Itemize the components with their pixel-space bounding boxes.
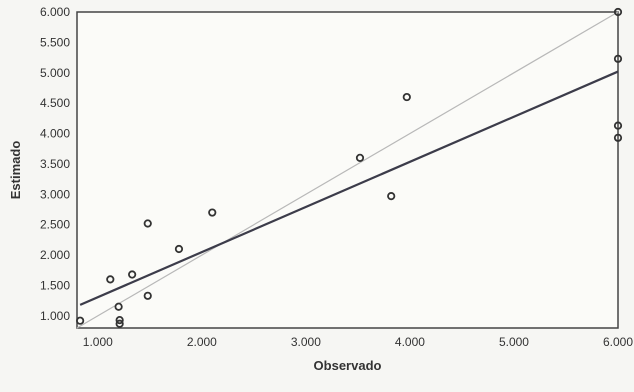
data-point	[115, 315, 124, 325]
data-point	[355, 153, 365, 162]
y-tick-label: 5.500	[40, 35, 70, 49]
x-tick-label: 1.000	[83, 335, 113, 349]
y-tick-label: 3.500	[40, 157, 70, 171]
data-point	[114, 302, 123, 311]
y-tick-label: 4.500	[40, 96, 70, 110]
fit-lines	[76, 11, 619, 329]
x-axis-title: Observado	[314, 358, 382, 373]
reference-line	[76, 11, 619, 329]
data-point	[613, 133, 623, 142]
data-point	[208, 208, 217, 217]
data-point	[143, 291, 152, 300]
data-point	[613, 121, 623, 130]
y-tick-label: 6.000	[40, 5, 70, 19]
data-point	[613, 54, 623, 63]
x-tick-label: 4.000	[395, 335, 425, 349]
x-tick-label: 6.000	[603, 335, 633, 349]
y-tick-label: 2.500	[40, 218, 70, 232]
y-tick-label: 1.500	[40, 278, 70, 292]
y-tick-label: 4.000	[40, 127, 70, 141]
data-points	[76, 7, 623, 328]
y-tick-label: 5.000	[40, 66, 70, 80]
data-point	[613, 7, 623, 17]
data-point	[128, 270, 137, 279]
x-tick-label: 2.000	[187, 335, 217, 349]
y-tick-label: 1.000	[40, 309, 70, 323]
data-point	[402, 92, 411, 102]
regression-line	[79, 70, 619, 306]
y-tick-label: 2.000	[40, 248, 70, 262]
x-axis-ticks: 1.000 2.000 3.000 4.000 5.000 6.000	[83, 335, 634, 349]
y-tick-label: 3.000	[40, 187, 70, 201]
plot-border	[76, 11, 619, 329]
y-axis-title: Estimado	[8, 141, 23, 200]
y-axis-ticks: 1.000 1.500 2.000 2.500 3.000 3.500 4.000 4.500…	[40, 5, 70, 323]
data-point	[387, 192, 396, 201]
x-tick-label: 5.000	[499, 335, 529, 349]
data-point	[76, 316, 85, 325]
data-point	[106, 275, 115, 284]
x-tick-label: 3.000	[291, 335, 321, 349]
data-point	[174, 244, 184, 254]
data-point	[143, 219, 152, 228]
data-point	[115, 319, 124, 328]
